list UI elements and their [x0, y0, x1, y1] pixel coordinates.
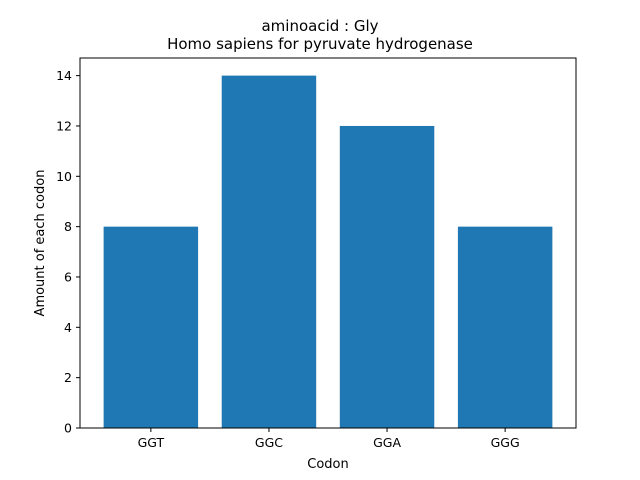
bars-layer: [103, 75, 553, 429]
y-tick-label: 14: [56, 68, 72, 83]
bar-gga: [339, 125, 435, 429]
y-axis-label: Amount of each codon: [33, 170, 48, 317]
bar-ggc: [221, 75, 317, 428]
bar-ggt: [103, 226, 199, 428]
y-tick-label: 6: [64, 269, 72, 284]
x-axis-ticks: GGT GGC GGA GGG: [138, 428, 520, 450]
y-tick-label: 4: [64, 320, 72, 335]
y-tick-label: 2: [64, 370, 72, 385]
x-tick-label-ggc: GGC: [255, 435, 283, 450]
x-tick-label-ggg: GGG: [491, 435, 520, 450]
x-tick-label-ggt: GGT: [138, 435, 165, 450]
plot-area-frame: [79, 57, 577, 429]
bar-ggg: [457, 226, 553, 428]
x-axis-label: Codon: [307, 457, 348, 472]
chart-title: aminoacid : Gly: [261, 17, 378, 35]
x-tick-label-gga: GGA: [373, 435, 401, 450]
chart-subtitle: Homo sapiens for pyruvate hydrogenase: [167, 35, 473, 53]
y-axis-ticks: 0 2 4 6 8 10 12 14: [56, 68, 80, 436]
y-tick-label: 8: [64, 219, 72, 234]
y-tick-label: 10: [56, 169, 72, 184]
y-tick-label: 0: [64, 421, 72, 436]
y-tick-label: 12: [56, 118, 72, 133]
